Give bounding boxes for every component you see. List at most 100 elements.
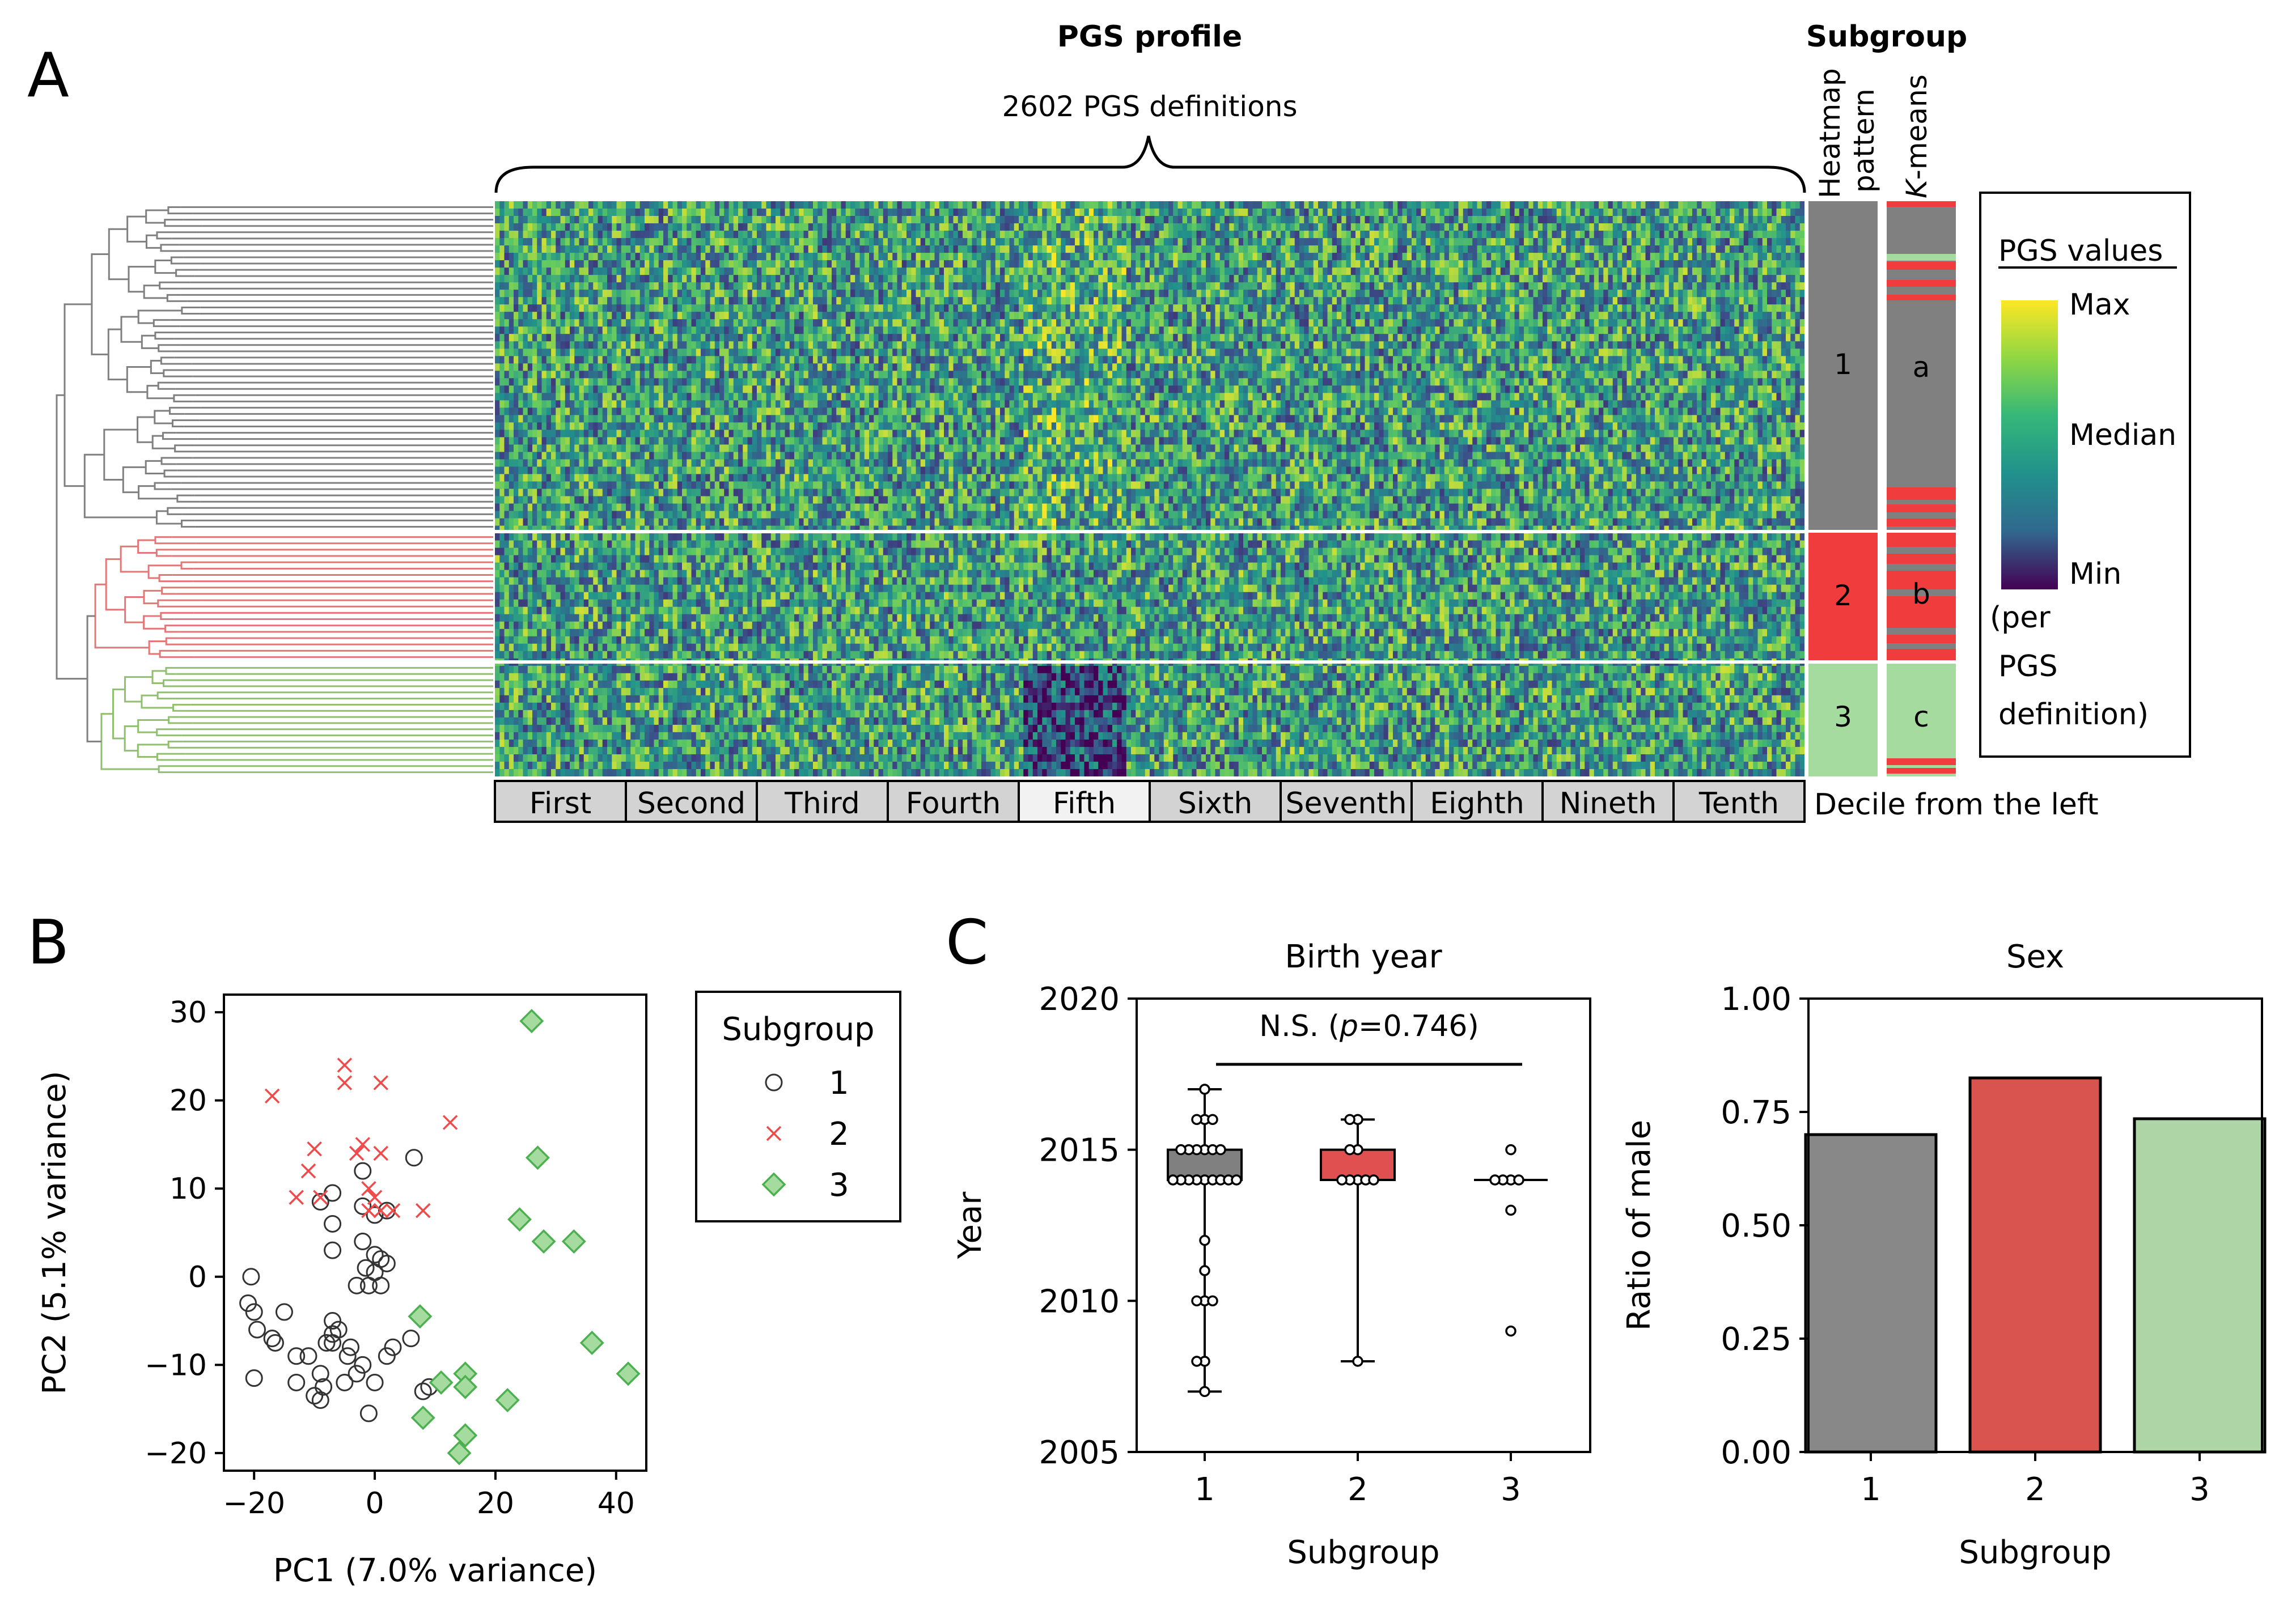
heatmap-cell xyxy=(518,260,524,268)
heatmap-cell xyxy=(1383,312,1389,320)
heatmap-cell xyxy=(1626,312,1632,320)
heatmap-cell xyxy=(1136,268,1141,275)
heatmap-cell xyxy=(1454,260,1459,268)
heatmap-cell xyxy=(1350,231,1356,239)
heatmap-cell xyxy=(1528,223,1534,231)
heatmap-cell xyxy=(1589,253,1595,261)
heatmap-cell xyxy=(527,297,533,305)
heatmap-cell xyxy=(1407,216,1412,224)
heatmap-cell xyxy=(930,260,935,268)
heatmap-cell xyxy=(869,201,874,209)
dendro-link xyxy=(168,406,201,415)
heatmap-cell xyxy=(1094,319,1099,327)
heatmap-cell xyxy=(878,231,884,239)
heatmap-cell xyxy=(1061,297,1066,305)
heatmap-cell xyxy=(630,223,636,231)
heatmap-cell xyxy=(1238,290,1244,298)
heatmap-cell xyxy=(677,260,683,268)
heatmap-cell xyxy=(990,231,996,239)
heatmap-cell xyxy=(719,312,725,320)
heatmap-cell xyxy=(1350,245,1356,253)
heatmap-cell xyxy=(841,260,846,268)
heatmap-cell xyxy=(1458,231,1464,239)
heatmap-cell xyxy=(1692,223,1697,231)
heatmap-cell xyxy=(1472,275,1478,283)
heatmap-cell xyxy=(1626,238,1632,246)
heatmap-cell xyxy=(990,319,996,327)
heatmap-cell xyxy=(565,297,570,305)
dendro-link xyxy=(167,740,199,749)
heatmap-cell xyxy=(1196,290,1202,298)
heatmap-cell xyxy=(677,297,683,305)
heatmap-cell xyxy=(874,319,879,327)
heatmap-cell xyxy=(859,201,865,209)
heatmap-cell xyxy=(986,290,992,298)
heatmap-cell xyxy=(1472,312,1478,320)
heatmap-cell xyxy=(1678,297,1684,305)
heatmap-cell xyxy=(1715,223,1721,231)
heatmap-cell xyxy=(1720,201,1726,209)
heatmap-cell xyxy=(1416,297,1422,305)
heatmap-cell xyxy=(1589,231,1595,239)
heatmap-cell xyxy=(1556,304,1562,312)
heatmap-cell xyxy=(1636,223,1641,231)
heatmap-cell xyxy=(1481,282,1487,290)
heatmap-cell xyxy=(1121,304,1127,312)
heatmap-cell xyxy=(1177,245,1183,253)
heatmap-cell xyxy=(1219,223,1225,231)
heatmap-cell xyxy=(1477,282,1482,290)
heatmap-cell xyxy=(939,282,944,290)
heatmap-cell xyxy=(546,260,552,268)
heatmap-cell xyxy=(841,275,846,283)
heatmap-cell xyxy=(1215,231,1221,239)
heatmap-cell xyxy=(1706,290,1712,298)
heatmap-cell xyxy=(1659,260,1665,268)
heatmap-cell xyxy=(1397,216,1403,224)
heatmap-cell xyxy=(776,216,781,224)
heatmap-cell xyxy=(1285,275,1291,283)
heatmap-cell xyxy=(1070,245,1075,253)
heatmap-cell xyxy=(588,238,594,246)
heatmap-cell xyxy=(1032,304,1038,312)
heatmap-cell xyxy=(1692,282,1697,290)
heatmap-cell xyxy=(770,290,776,298)
heatmap-cell xyxy=(523,238,528,246)
heatmap-cell xyxy=(523,268,528,275)
heatmap-cell xyxy=(1720,223,1726,231)
heatmap-cell xyxy=(1257,253,1263,261)
heatmap-cell xyxy=(1009,209,1015,216)
heatmap-cell xyxy=(1622,223,1628,231)
heatmap-cell xyxy=(1112,201,1117,209)
heatmap-cell xyxy=(1201,319,1206,327)
heatmap-cell xyxy=(1795,304,1801,312)
heatmap-cell xyxy=(1715,253,1721,261)
heatmap-cell xyxy=(930,201,935,209)
heatmap-cell xyxy=(1126,238,1132,246)
heatmap-cell xyxy=(1065,268,1071,275)
heatmap-cell xyxy=(546,209,552,216)
heatmap-cell xyxy=(1365,297,1370,305)
heatmap-cell xyxy=(1051,282,1057,290)
heatmap-cell xyxy=(1486,209,1492,216)
heatmap-cell xyxy=(1697,253,1702,261)
heatmap-cell xyxy=(1668,201,1674,209)
heatmap-cell xyxy=(1631,268,1637,275)
heatmap-cell xyxy=(995,304,1001,312)
heatmap-cell xyxy=(1439,275,1445,283)
heatmap-cell xyxy=(1786,209,1791,216)
heatmap-cell xyxy=(504,297,510,305)
heatmap-cell xyxy=(1042,268,1048,275)
dendro-link xyxy=(105,558,125,611)
heatmap-cell xyxy=(1028,238,1033,246)
heatmap-cell xyxy=(859,297,865,305)
heatmap-cell xyxy=(1000,231,1005,239)
heatmap-cell xyxy=(738,275,743,283)
heatmap-cell xyxy=(1636,231,1641,239)
heatmap-cell xyxy=(1599,304,1604,312)
heatmap-cell xyxy=(1215,245,1221,253)
heatmap-cell xyxy=(687,260,692,268)
heatmap-cell xyxy=(761,245,767,253)
heatmap-cell xyxy=(1412,312,1417,320)
heatmap-cell xyxy=(1084,201,1090,209)
heatmap-cell xyxy=(714,245,720,253)
